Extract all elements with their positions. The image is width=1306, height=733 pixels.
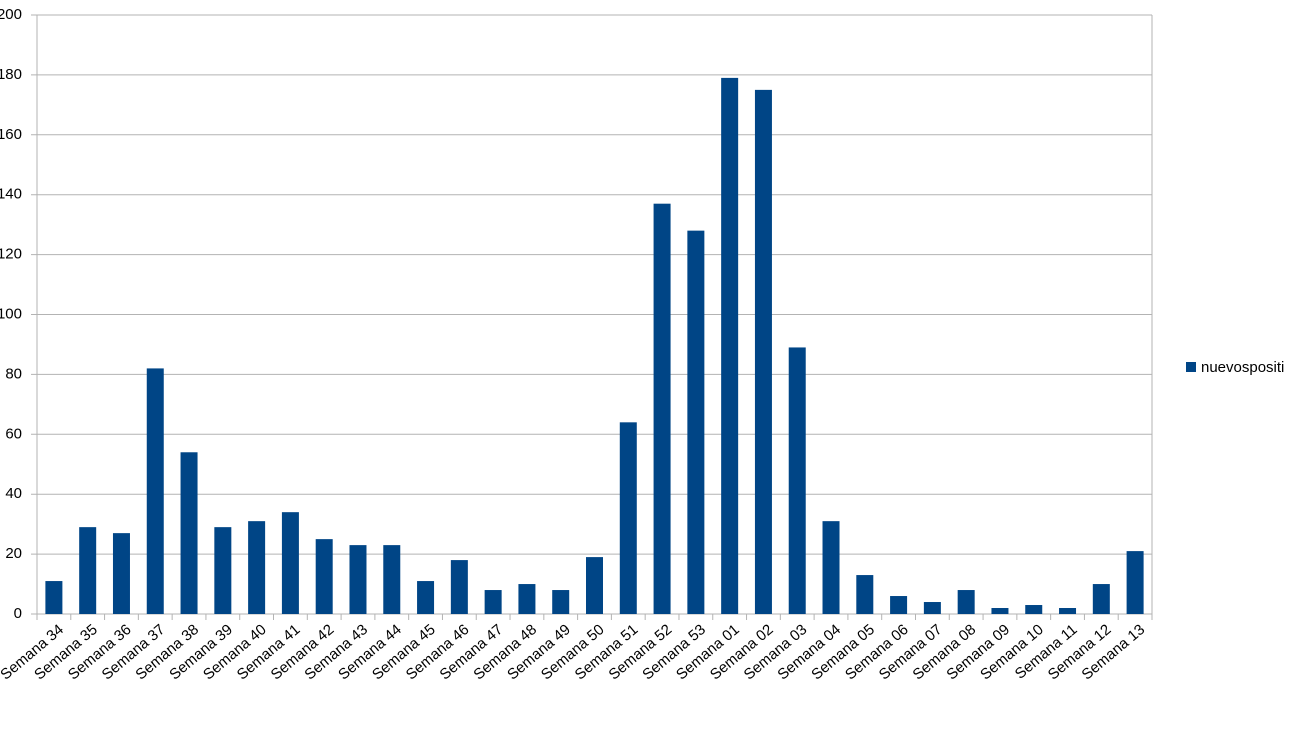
y-tick-label: 20 [5, 545, 22, 562]
y-tick-label: 40 [5, 485, 22, 502]
bar [856, 575, 874, 614]
bar [890, 596, 908, 614]
y-tick-label: 100 [0, 305, 22, 322]
bar [552, 590, 570, 614]
bar [146, 368, 164, 614]
bar [788, 347, 806, 614]
bar [923, 602, 941, 614]
legend-swatch [1186, 362, 1196, 372]
y-tick-label: 180 [0, 66, 22, 83]
bar [112, 533, 130, 614]
bar [687, 230, 705, 614]
bar [315, 539, 333, 614]
bar [619, 422, 637, 614]
y-tick-label: 160 [0, 126, 22, 143]
bar [79, 527, 97, 614]
bar [349, 545, 367, 614]
bar [45, 581, 63, 614]
bar [450, 560, 468, 614]
bar [957, 590, 975, 614]
bar [484, 590, 502, 614]
y-tick-label: 120 [0, 246, 22, 263]
bar [417, 581, 435, 614]
bar [1092, 584, 1110, 614]
y-tick-label: 140 [0, 186, 22, 203]
y-tick-label: 80 [5, 365, 22, 382]
y-tick-label: 200 [0, 6, 22, 23]
bar [214, 527, 232, 614]
y-tick-label: 60 [5, 425, 22, 442]
bar [518, 584, 536, 614]
bar [180, 452, 198, 614]
bar [721, 77, 739, 614]
bar [383, 545, 401, 614]
bar [586, 557, 603, 614]
bar [248, 521, 266, 614]
legend-label: nuevospositi [1201, 359, 1284, 376]
bar [1025, 605, 1043, 614]
bar [991, 608, 1009, 614]
bar [1126, 551, 1144, 614]
bar [1059, 608, 1077, 614]
bar [822, 521, 840, 614]
bar [281, 512, 299, 614]
y-tick-label: 0 [14, 605, 22, 622]
bar [754, 89, 772, 614]
bar [653, 203, 671, 614]
